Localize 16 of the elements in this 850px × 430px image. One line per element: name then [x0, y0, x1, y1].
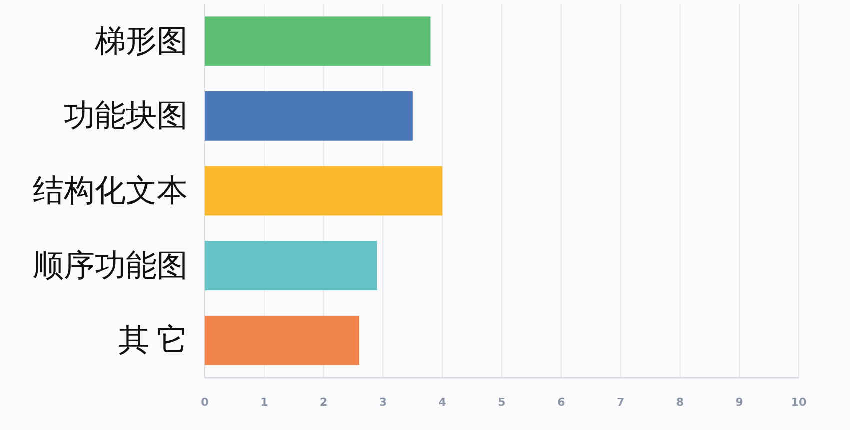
x-tick-label: 4	[438, 396, 447, 409]
y-tick-label: 其 它	[118, 322, 188, 358]
x-tick-label: 7	[616, 396, 625, 409]
x-tick-label: 2	[320, 396, 328, 409]
x-tick-label: 9	[736, 396, 744, 409]
x-tick-label: 5	[498, 396, 506, 409]
y-tick-label: 结构化文本	[33, 173, 188, 208]
x-tick-label: 3	[379, 396, 388, 409]
y-tick-label: 梯形图	[94, 23, 188, 58]
x-tick-label: 0	[201, 396, 210, 409]
x-tick-label: 10	[791, 396, 807, 409]
x-tick-label: 6	[558, 396, 566, 409]
y-tick-label: 顺序功能图	[33, 248, 188, 283]
x-tick-label: 1	[260, 396, 268, 409]
y-tick-label: 功能块图	[64, 98, 188, 134]
x-tick-label: 8	[676, 396, 684, 409]
